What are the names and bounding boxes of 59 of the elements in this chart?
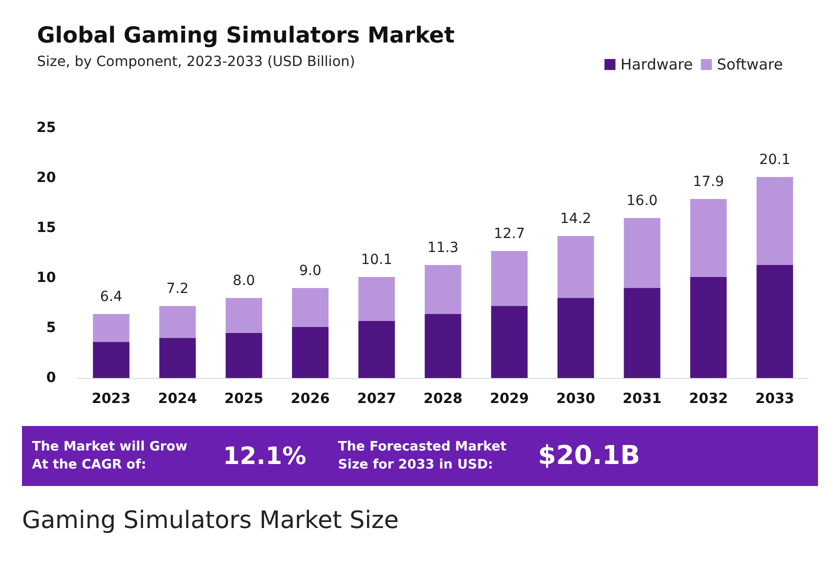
x-tick-label: 2033 — [755, 391, 794, 407]
bar — [159, 306, 196, 338]
total-label: 14.2 — [560, 211, 592, 227]
x-tick-label: 2023 — [92, 391, 131, 407]
chart-title: Global Gaming Simulators Market — [37, 24, 456, 48]
text: The Forecasted Market Size for 2033 in USD: — [338, 440, 507, 472]
text: 12.1% — [223, 442, 306, 470]
total-label: 7.2 — [166, 281, 189, 297]
total-label: 8.0 — [232, 273, 256, 289]
y-tick-label: 20 — [36, 170, 56, 186]
bar — [358, 277, 395, 321]
bar — [92, 314, 130, 342]
bar — [226, 333, 262, 378]
total-label: 16.0 — [626, 193, 658, 209]
total-label: 17.9 — [692, 174, 724, 190]
x-tick-label: 2030 — [556, 391, 596, 407]
y-tick-label: 5 — [46, 320, 56, 336]
bar — [690, 199, 727, 277]
bar — [491, 251, 528, 306]
x-tick-label: 2028 — [424, 391, 462, 407]
bar — [424, 265, 462, 314]
x-tick-label: 2024 — [158, 391, 198, 407]
bar — [690, 277, 727, 378]
x-tick-label: 2029 — [490, 391, 529, 407]
total-label: 10.1 — [361, 252, 392, 268]
total-label: 9.0 — [299, 263, 322, 279]
y-tick-label: 10 — [36, 270, 56, 286]
legend-label: Software — [716, 56, 783, 74]
bar — [226, 298, 262, 333]
y-tick-label: 15 — [36, 220, 56, 236]
total-label: 12.7 — [494, 226, 525, 242]
bar — [557, 298, 594, 378]
y-tick-label: 0 — [46, 370, 56, 386]
bar — [358, 321, 395, 378]
bar — [624, 218, 660, 288]
text: $20.1B — [538, 441, 640, 471]
bar — [557, 236, 594, 298]
x-tick-label: 2026 — [290, 391, 330, 407]
total-label: 20.1 — [759, 152, 790, 168]
total-label: 6.4 — [100, 289, 122, 305]
bar — [159, 338, 196, 378]
x-tick-label: 2032 — [688, 391, 728, 407]
text: The Market will Grow At the CAGR of: — [32, 440, 188, 472]
y-tick-label: 25 — [36, 120, 56, 136]
x-tick-label: 2031 — [622, 391, 662, 407]
legend-label: Hardware — [620, 56, 693, 74]
bar — [292, 288, 329, 327]
bar — [756, 177, 794, 265]
bar — [292, 327, 329, 378]
bar — [424, 314, 462, 378]
bar — [756, 265, 794, 378]
bar — [92, 342, 130, 378]
x-tick-label: 2027 — [357, 391, 396, 407]
chart-subtitle: Size, by Component, 2023-2033 (USD Billion) — [37, 54, 356, 70]
text: Gaming Simulators Market Size — [22, 506, 399, 534]
bar — [491, 306, 528, 378]
x-tick-label: 2025 — [224, 391, 264, 407]
total-label: 11.3 — [427, 240, 459, 256]
bar — [624, 288, 660, 378]
